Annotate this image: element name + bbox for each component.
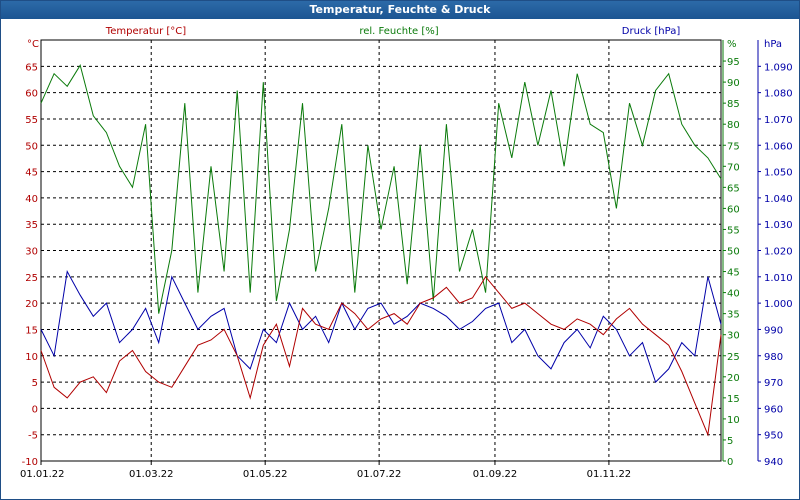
x-tick-label: 01.05.22 bbox=[243, 469, 288, 480]
x-tick-label: 01.03.22 bbox=[129, 469, 174, 480]
temperature-tick-label: 10 bbox=[25, 352, 38, 363]
pressure-line bbox=[40, 269, 722, 384]
chart-plot: 01.01.22 01.03.22 01.05.22 01.07.22 01.09.22… bbox=[20, 26, 793, 480]
plot-border bbox=[40, 39, 722, 462]
humidity-tick-label: 60 bbox=[727, 204, 740, 215]
temperature-tick-label: -10 bbox=[22, 457, 38, 468]
pressure-tick-label: 960 bbox=[764, 404, 783, 415]
humidity-tick-label: 40 bbox=[727, 289, 740, 300]
temperature-tick-label: 20 bbox=[25, 299, 38, 310]
humidity-tick-label: 95 bbox=[727, 57, 740, 68]
series-lines bbox=[40, 64, 722, 437]
temperature-tick-label: 40 bbox=[25, 194, 38, 205]
pressure-tick-label: 1.020 bbox=[764, 247, 793, 258]
humidity-tick-label: 20 bbox=[727, 373, 740, 384]
humidity-line bbox=[40, 64, 722, 314]
temperature-tick-label: 50 bbox=[25, 141, 38, 152]
humidity-tick-label: 30 bbox=[727, 331, 740, 342]
temperature-tick-label: 45 bbox=[25, 168, 38, 179]
pressure-tick-label: 1.040 bbox=[764, 194, 793, 205]
humidity-tick-label: 55 bbox=[727, 225, 740, 236]
pressure-tick-label: 1.000 bbox=[764, 299, 793, 310]
humidity-tick-label: 25 bbox=[727, 352, 740, 363]
humidity-tick-label: 80 bbox=[727, 120, 740, 131]
pressure-tick-label: 1.090 bbox=[764, 62, 793, 73]
humidity-tick-label: 90 bbox=[727, 78, 740, 89]
pressure-tick-label: 1.070 bbox=[764, 115, 793, 126]
humidity-tick-label: 15 bbox=[727, 394, 740, 405]
pressure-tick-label: 1.010 bbox=[764, 273, 793, 284]
pressure-tick-label: 970 bbox=[764, 378, 783, 389]
temperature-tick-label: 65 bbox=[25, 62, 38, 73]
humidity-tick-label: 70 bbox=[727, 162, 740, 173]
pressure-tick-label: 1.050 bbox=[764, 168, 793, 179]
pressure-tick-label: 1.080 bbox=[764, 89, 793, 100]
temperature-axis-title: Temperatur [°C] bbox=[105, 26, 186, 37]
humidity-tick-label: 35 bbox=[727, 310, 740, 321]
pressure-tick-label: 1.030 bbox=[764, 220, 793, 231]
temperature-tick-label: 55 bbox=[25, 115, 38, 126]
chart-title: Temperatur, Feuchte & Druck bbox=[1, 1, 799, 19]
humidity-tick-label: 85 bbox=[727, 99, 740, 110]
temperature-tick-label: 5 bbox=[32, 378, 38, 389]
temperature-line bbox=[40, 275, 722, 437]
pressure-tick-label: 980 bbox=[764, 352, 783, 363]
humidity-axis-title: rel. Feuchte [%] bbox=[359, 26, 438, 37]
temperature-tick-label: 60 bbox=[25, 89, 38, 100]
temperature-unit-label: °C bbox=[27, 39, 39, 50]
x-tick-label: 01.07.22 bbox=[357, 469, 402, 480]
temperature-tick-label: 15 bbox=[25, 325, 38, 336]
pressure-tick-label: 990 bbox=[764, 325, 783, 336]
temperature-tick-label: 0 bbox=[32, 404, 38, 415]
humidity-tick-label: 10 bbox=[727, 415, 740, 426]
x-tick-label: 01.11.22 bbox=[587, 469, 632, 480]
axis-labels: 01.01.22 01.03.22 01.05.22 01.07.22 01.09.22… bbox=[20, 26, 793, 480]
temperature-tick-label: -5 bbox=[28, 431, 38, 442]
temperature-tick-label: 35 bbox=[25, 220, 38, 231]
temperature-tick-label: 25 bbox=[25, 273, 38, 284]
pressure-tick-label: 940 bbox=[764, 457, 783, 468]
humidity-tick-label: 0 bbox=[727, 457, 733, 468]
pressure-tick-label: 950 bbox=[764, 431, 783, 442]
humidity-tick-label: 75 bbox=[727, 141, 740, 152]
x-tick-label: 01.01.22 bbox=[20, 469, 65, 480]
x-tick-label: 01.09.22 bbox=[473, 469, 518, 480]
grid-lines bbox=[41, 40, 721, 461]
humidity-unit-label: % bbox=[727, 39, 737, 50]
pressure-unit-label: hPa bbox=[764, 39, 782, 50]
humidity-tick-label: 50 bbox=[727, 247, 740, 258]
humidity-tick-label: 5 bbox=[727, 436, 733, 447]
pressure-axis-title: Druck [hPa] bbox=[622, 26, 681, 37]
pressure-tick-label: 1.060 bbox=[764, 141, 793, 152]
humidity-tick-label: 45 bbox=[727, 268, 740, 279]
plot-frame bbox=[40, 39, 761, 465]
humidity-tick-label: 65 bbox=[727, 183, 740, 194]
temperature-tick-label: 30 bbox=[25, 247, 38, 258]
